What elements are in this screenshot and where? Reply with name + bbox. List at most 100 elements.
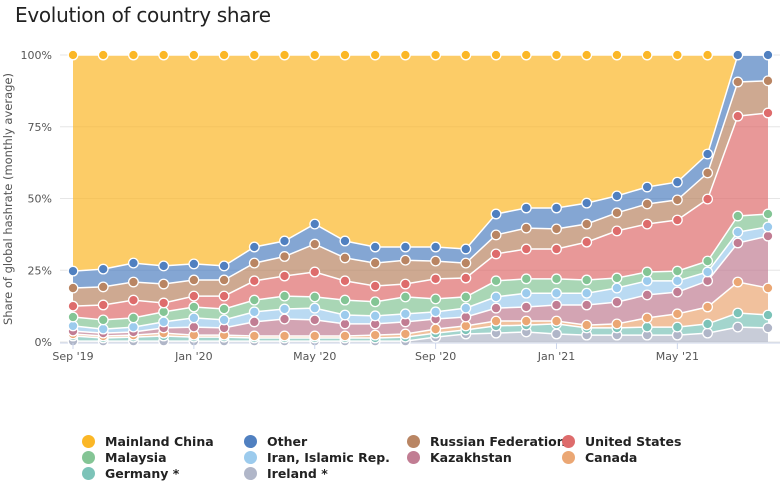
point-iran-islamic-rep[interactable] — [702, 266, 714, 278]
point-malaysia[interactable] — [188, 301, 200, 313]
point-iran-islamic-rep[interactable] — [248, 306, 260, 318]
point-malaysia[interactable] — [309, 291, 321, 303]
point-kazakhstan[interactable] — [520, 301, 532, 313]
point-other[interactable] — [581, 197, 593, 209]
point-mainland-china[interactable] — [702, 49, 714, 61]
point-other[interactable] — [248, 241, 260, 253]
point-canada[interactable] — [520, 315, 532, 327]
point-malaysia[interactable] — [430, 293, 442, 305]
point-other[interactable] — [671, 176, 683, 188]
point-iran-islamic-rep[interactable] — [127, 321, 139, 333]
point-other[interactable] — [551, 202, 562, 214]
point-malaysia[interactable] — [732, 210, 744, 222]
point-russian-federation[interactable] — [702, 167, 714, 179]
point-iran-islamic-rep[interactable] — [97, 323, 109, 335]
point-mainland-china[interactable] — [581, 49, 593, 61]
point-other[interactable] — [430, 241, 442, 253]
point-kazakhstan[interactable] — [732, 237, 744, 249]
point-mainland-china[interactable] — [339, 49, 351, 61]
point-germany[interactable] — [671, 321, 683, 333]
point-iran-islamic-rep[interactable] — [67, 320, 79, 332]
point-kazakhstan[interactable] — [309, 314, 321, 326]
point-mainland-china[interactable] — [248, 49, 260, 61]
legend-item[interactable]: Germany * — [82, 466, 179, 481]
point-mainland-china[interactable] — [551, 49, 562, 61]
point-iran-islamic-rep[interactable] — [430, 306, 442, 318]
point-russian-federation[interactable] — [309, 238, 321, 250]
point-kazakhstan[interactable] — [581, 299, 593, 311]
point-other[interactable] — [490, 208, 502, 220]
point-malaysia[interactable] — [279, 290, 290, 302]
point-united-states[interactable] — [218, 290, 230, 302]
point-malaysia[interactable] — [67, 311, 79, 323]
point-russian-federation[interactable] — [158, 278, 170, 290]
point-kazakhstan[interactable] — [551, 299, 562, 311]
point-canada[interactable] — [430, 323, 442, 335]
point-other[interactable] — [279, 235, 290, 247]
point-mainland-china[interactable] — [520, 49, 532, 61]
point-malaysia[interactable] — [369, 296, 381, 308]
legend-item[interactable]: Russian Federation — [407, 434, 566, 449]
point-iran-islamic-rep[interactable] — [762, 221, 774, 233]
point-united-states[interactable] — [279, 270, 290, 282]
point-canada[interactable] — [581, 319, 593, 331]
point-other[interactable] — [702, 148, 714, 160]
point-united-states[interactable] — [158, 297, 170, 309]
point-other[interactable] — [641, 181, 653, 193]
point-mainland-china[interactable] — [127, 49, 139, 61]
point-iran-islamic-rep[interactable] — [641, 275, 653, 287]
point-iran-islamic-rep[interactable] — [279, 303, 290, 315]
point-ireland[interactable] — [551, 328, 562, 340]
point-iran-islamic-rep[interactable] — [671, 275, 683, 287]
point-other[interactable] — [399, 241, 411, 253]
point-kazakhstan[interactable] — [702, 275, 714, 287]
point-mainland-china[interactable] — [490, 49, 502, 61]
point-united-states[interactable] — [399, 278, 411, 290]
point-mainland-china[interactable] — [188, 49, 200, 61]
legend-item[interactable]: Mainland China — [82, 434, 214, 449]
point-other[interactable] — [520, 202, 532, 214]
point-russian-federation[interactable] — [218, 274, 230, 286]
point-iran-islamic-rep[interactable] — [581, 287, 593, 299]
point-iran-islamic-rep[interactable] — [732, 226, 744, 238]
point-malaysia[interactable] — [158, 306, 170, 318]
point-canada[interactable] — [309, 330, 321, 342]
point-united-states[interactable] — [127, 294, 139, 306]
point-russian-federation[interactable] — [671, 194, 683, 206]
point-other[interactable] — [97, 263, 109, 275]
point-united-states[interactable] — [309, 266, 321, 278]
point-other[interactable] — [158, 260, 170, 272]
point-canada[interactable] — [702, 301, 714, 313]
point-kazakhstan[interactable] — [490, 302, 502, 314]
point-other[interactable] — [611, 190, 623, 202]
point-iran-islamic-rep[interactable] — [460, 302, 472, 314]
point-russian-federation[interactable] — [641, 198, 653, 210]
point-russian-federation[interactable] — [339, 252, 351, 264]
point-russian-federation[interactable] — [611, 207, 623, 219]
point-kazakhstan[interactable] — [611, 296, 623, 308]
point-other[interactable] — [339, 235, 351, 247]
legend-item[interactable]: United States — [562, 434, 681, 449]
point-malaysia[interactable] — [218, 303, 230, 315]
legend-item[interactable]: Iran, Islamic Rep. — [244, 450, 390, 465]
point-kazakhstan[interactable] — [762, 230, 774, 242]
point-mainland-china[interactable] — [218, 49, 230, 61]
point-kazakhstan[interactable] — [188, 321, 200, 333]
point-mainland-china[interactable] — [399, 49, 411, 61]
point-russian-federation[interactable] — [127, 276, 139, 288]
point-malaysia[interactable] — [551, 273, 562, 285]
point-germany[interactable] — [641, 321, 653, 333]
point-united-states[interactable] — [702, 193, 714, 205]
point-malaysia[interactable] — [611, 272, 623, 284]
point-malaysia[interactable] — [520, 273, 532, 285]
point-iran-islamic-rep[interactable] — [490, 291, 502, 303]
point-ireland[interactable] — [732, 321, 744, 333]
legend-item[interactable]: Malaysia — [82, 450, 167, 465]
point-mainland-china[interactable] — [460, 49, 472, 61]
point-russian-federation[interactable] — [520, 222, 532, 234]
point-kazakhstan[interactable] — [279, 313, 290, 325]
point-russian-federation[interactable] — [460, 257, 472, 269]
point-malaysia[interactable] — [460, 291, 472, 303]
point-iran-islamic-rep[interactable] — [399, 308, 411, 320]
point-canada[interactable] — [279, 330, 290, 342]
